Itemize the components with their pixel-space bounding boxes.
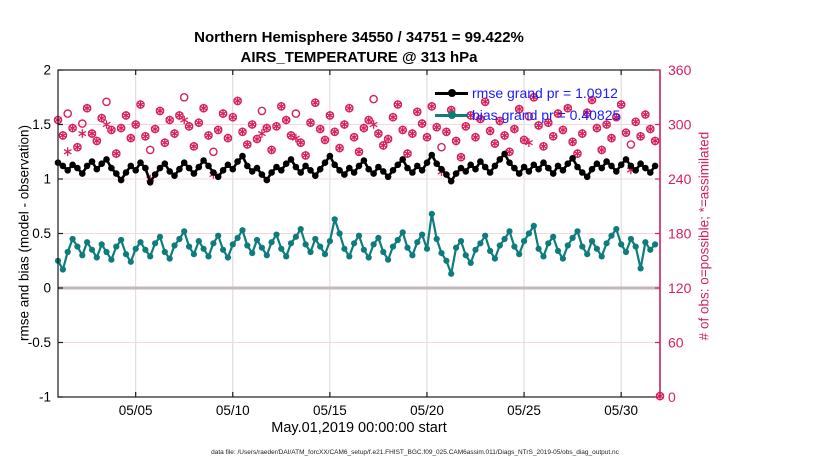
assimilated-markers <box>53 93 665 401</box>
rmse-series <box>54 150 659 186</box>
svg-text:120: 120 <box>668 280 692 296</box>
svg-text:05/10: 05/10 <box>216 403 250 418</box>
svg-text:60: 60 <box>668 335 684 351</box>
legend-label-rmse: rmse grand pr = 1.0912 <box>472 85 618 101</box>
svg-text:-0.5: -0.5 <box>28 335 51 350</box>
svg-text:0: 0 <box>668 389 676 405</box>
bias-series <box>54 210 659 277</box>
svg-text:05/20: 05/20 <box>410 403 444 418</box>
svg-text:300: 300 <box>668 117 692 133</box>
rmse-line-sample <box>435 89 468 97</box>
horizontal-gridlines <box>58 124 660 343</box>
svg-text:180: 180 <box>668 226 692 242</box>
svg-text:-1: -1 <box>39 390 51 405</box>
legend-item-rmse: rmse grand pr = 1.0912 <box>435 82 620 104</box>
svg-text:1: 1 <box>43 172 51 187</box>
figure-title-line2: AIRS_TEMPERATURE @ 313 hPa <box>240 49 478 66</box>
tick-marks <box>58 69 660 398</box>
svg-text:240: 240 <box>668 171 692 187</box>
svg-text:1.5: 1.5 <box>32 117 51 132</box>
svg-text:0.5: 0.5 <box>32 226 51 241</box>
bias-line-sample <box>435 111 468 119</box>
svg-text:360: 360 <box>668 62 692 78</box>
data-file-path: data file: /Users/raeder/DAI/ATM_forcXX/… <box>211 449 619 456</box>
legend-label-bias: bias grand pr = 0.40825 <box>472 107 621 123</box>
svg-text:05/15: 05/15 <box>313 403 347 418</box>
tick-labels: 05/05 05/10 05/15 05/20 05/25 05/30 -1 -0.5 0 0.5… <box>28 62 692 418</box>
legend-item-bias: bias grand pr = 0.40825 <box>435 104 620 126</box>
svg-text:05/05: 05/05 <box>119 403 153 418</box>
svg-text:2: 2 <box>43 63 51 78</box>
x-axis-label: May.01,2019 00:00:00 start <box>271 420 447 436</box>
svg-text:05/25: 05/25 <box>507 403 541 418</box>
svg-text:0: 0 <box>43 281 51 296</box>
svg-text:05/30: 05/30 <box>604 403 638 418</box>
legend: rmse grand pr = 1.0912 bias grand pr = 0… <box>435 82 620 126</box>
figure-title-line1: Northern Hemisphere 34550 / 34751 = 99.4… <box>194 29 524 46</box>
